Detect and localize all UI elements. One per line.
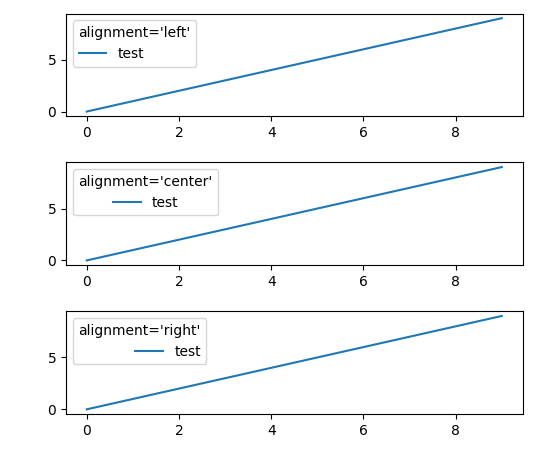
test: [498, 164, 505, 170]
test: [130, 396, 136, 402]
test: [360, 47, 367, 52]
test: [498, 313, 505, 319]
test: [406, 334, 413, 339]
test: [314, 206, 321, 211]
test: [84, 109, 90, 114]
test: [130, 99, 136, 104]
test: [175, 237, 182, 243]
test: [175, 386, 182, 391]
Line: test: test: [87, 18, 502, 112]
Line: test: test: [87, 167, 502, 261]
test: [268, 68, 274, 73]
test: [360, 344, 367, 350]
test: [452, 324, 459, 329]
test: [498, 15, 505, 21]
Legend: test: test: [73, 318, 206, 364]
test: [268, 365, 274, 370]
test: [222, 227, 228, 232]
Legend: test: test: [73, 169, 218, 216]
test: [268, 216, 274, 222]
test: [175, 88, 182, 94]
test: [452, 175, 459, 180]
test: [222, 78, 228, 83]
test: [314, 355, 321, 360]
test: [314, 57, 321, 63]
test: [130, 248, 136, 253]
test: [452, 26, 459, 31]
test: [222, 375, 228, 381]
test: [360, 195, 367, 201]
test: [406, 185, 413, 190]
Legend: test: test: [73, 20, 196, 67]
test: [406, 36, 413, 41]
test: [84, 258, 90, 263]
Line: test: test: [87, 316, 502, 410]
test: [84, 407, 90, 412]
